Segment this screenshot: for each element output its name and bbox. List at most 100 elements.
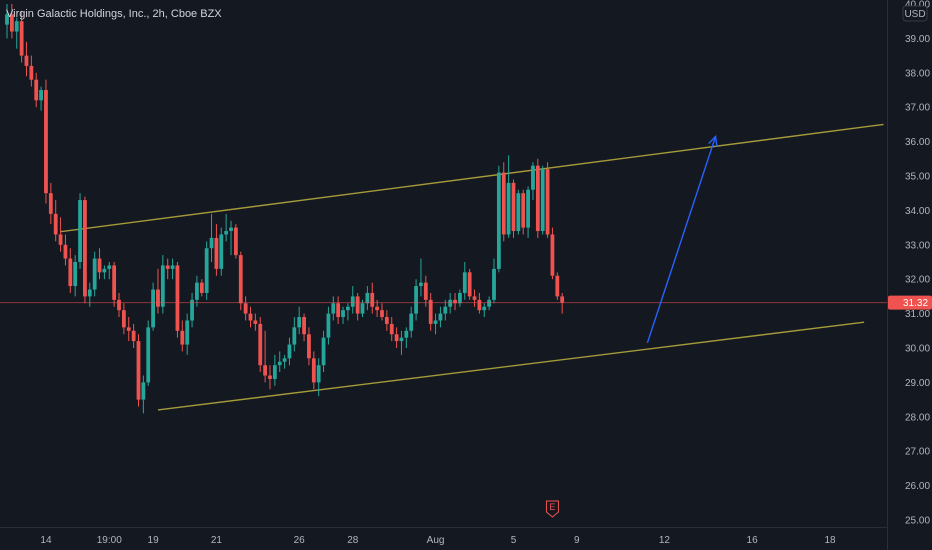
candle[interactable] (560, 292, 565, 314)
candle[interactable] (438, 306, 443, 328)
candle[interactable] (540, 165, 545, 235)
candle[interactable] (506, 155, 511, 238)
candle[interactable] (384, 310, 389, 331)
candle[interactable] (511, 179, 516, 238)
channel-lower-line[interactable] (157, 321, 865, 411)
candle[interactable] (282, 354, 287, 369)
candle[interactable] (185, 313, 190, 355)
candle[interactable] (555, 272, 560, 300)
candle[interactable] (121, 303, 126, 335)
candle[interactable] (39, 86, 43, 111)
projection-arrow[interactable] (646, 136, 717, 344)
candle[interactable] (492, 258, 496, 304)
candle[interactable] (24, 41, 29, 77)
candle[interactable] (253, 313, 258, 331)
candle[interactable] (219, 227, 224, 276)
candle[interactable] (292, 317, 297, 352)
price-axis[interactable]: 40.00 39.00 38.00 37.00 36.00 35.00 34.00 33.00… (905, 0, 930, 527)
candle[interactable] (433, 313, 438, 335)
candle[interactable] (214, 224, 219, 276)
candle[interactable] (248, 306, 253, 328)
time-axis[interactable]: 14 19:00 19 21 26 28 Aug 5 9 12 16 18 (40, 535, 836, 546)
candle[interactable] (117, 292, 121, 318)
candle[interactable] (462, 262, 467, 300)
candle[interactable] (9, 4, 14, 39)
candle[interactable] (204, 241, 209, 300)
candle[interactable] (238, 251, 243, 311)
candle[interactable] (14, 17, 19, 49)
candle[interactable] (472, 289, 477, 307)
candle[interactable] (331, 296, 336, 321)
candle[interactable] (482, 303, 487, 318)
candle[interactable] (516, 189, 521, 235)
candle[interactable] (307, 327, 311, 366)
candle[interactable] (34, 72, 39, 108)
candle[interactable] (199, 279, 204, 297)
candle[interactable] (350, 286, 355, 314)
channel-upper-line[interactable] (60, 123, 884, 233)
candle[interactable] (428, 292, 433, 331)
candle[interactable] (531, 162, 535, 201)
candle[interactable] (190, 292, 194, 328)
candle[interactable] (233, 224, 238, 259)
candle[interactable] (394, 327, 399, 348)
candle[interactable] (160, 255, 165, 314)
earnings-marker[interactable]: E (545, 500, 559, 518)
candle[interactable] (521, 189, 526, 235)
candle[interactable] (399, 330, 404, 355)
candle[interactable] (258, 317, 263, 373)
candle[interactable] (44, 79, 48, 204)
candle[interactable] (63, 234, 68, 266)
candle[interactable] (83, 196, 87, 304)
candle[interactable] (311, 351, 316, 390)
candle[interactable] (151, 282, 155, 331)
candle[interactable] (287, 337, 292, 366)
candle[interactable] (131, 323, 136, 348)
candle[interactable] (277, 351, 282, 373)
candle[interactable] (404, 327, 409, 348)
candle[interactable] (48, 182, 53, 225)
candle[interactable] (501, 162, 506, 242)
candle[interactable] (380, 303, 384, 321)
candle[interactable] (92, 251, 97, 297)
candle[interactable] (355, 292, 360, 321)
candle[interactable] (272, 354, 277, 386)
candle[interactable] (78, 193, 82, 269)
candle[interactable] (458, 289, 462, 307)
candle[interactable] (53, 200, 58, 242)
candle[interactable] (302, 313, 306, 342)
candle[interactable] (419, 258, 423, 297)
candle[interactable] (409, 306, 414, 338)
currency-badge[interactable] (902, 5, 928, 22)
candle[interactable] (209, 213, 214, 262)
candle[interactable] (487, 296, 492, 311)
candle[interactable] (321, 330, 326, 373)
candle[interactable] (19, 10, 24, 63)
candle[interactable] (175, 262, 180, 338)
candle[interactable] (224, 213, 229, 242)
candle[interactable] (346, 303, 350, 321)
candle[interactable] (126, 317, 131, 342)
candle[interactable] (341, 306, 345, 324)
candle[interactable] (535, 158, 540, 238)
candle[interactable] (414, 279, 418, 321)
candle[interactable] (448, 292, 453, 314)
candle[interactable] (389, 317, 394, 342)
candle[interactable] (326, 306, 331, 345)
candle[interactable] (443, 299, 448, 321)
candle[interactable] (297, 306, 302, 335)
candle[interactable] (496, 165, 501, 273)
candle[interactable] (5, 4, 9, 39)
candle[interactable] (141, 375, 146, 414)
candle[interactable] (170, 258, 175, 280)
candle[interactable] (58, 217, 63, 252)
candle[interactable] (97, 248, 102, 280)
candle[interactable] (545, 162, 550, 238)
candle[interactable] (68, 248, 73, 293)
candle[interactable] (336, 296, 341, 324)
candle[interactable] (107, 262, 112, 280)
candle[interactable] (180, 320, 185, 352)
candle[interactable] (477, 292, 482, 314)
